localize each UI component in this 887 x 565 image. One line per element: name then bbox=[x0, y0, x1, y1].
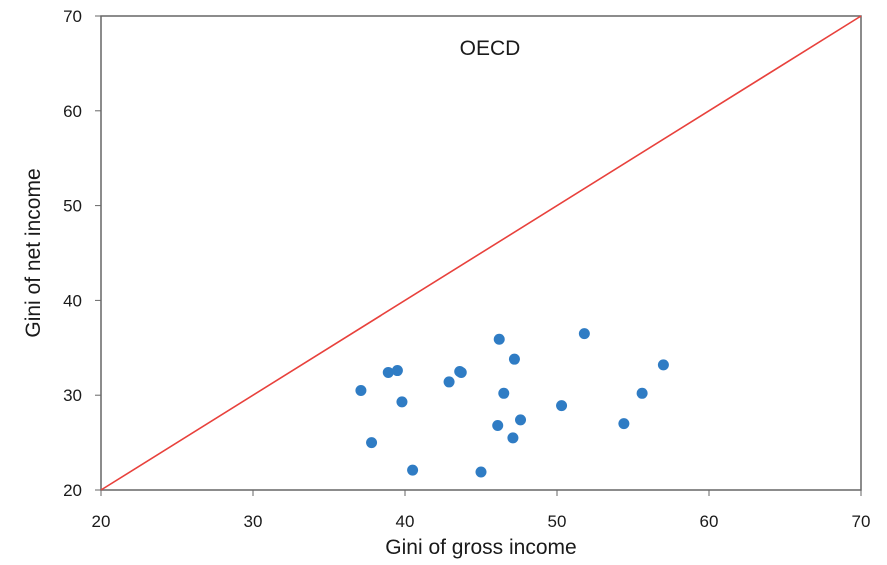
data-point bbox=[391, 365, 403, 377]
x-tick-label: 30 bbox=[244, 512, 263, 531]
data-point bbox=[636, 387, 648, 399]
equality-reference-line bbox=[100, 15, 862, 491]
data-point bbox=[578, 328, 590, 340]
data-point bbox=[657, 359, 669, 371]
data-point bbox=[475, 466, 487, 478]
data-point bbox=[382, 366, 394, 378]
data-point bbox=[396, 396, 408, 408]
data-point bbox=[515, 414, 527, 426]
data-points bbox=[355, 328, 669, 478]
data-point bbox=[498, 387, 510, 399]
y-tick-label: 70 bbox=[63, 7, 82, 26]
x-tick-label: 60 bbox=[700, 512, 719, 531]
chart-annotation: OECD bbox=[460, 37, 521, 60]
data-point bbox=[492, 420, 504, 432]
y-tick-label: 50 bbox=[63, 197, 82, 216]
data-point bbox=[508, 353, 520, 365]
data-point bbox=[443, 376, 455, 388]
x-tick-label: 70 bbox=[852, 512, 871, 531]
data-point bbox=[507, 432, 519, 444]
data-point bbox=[355, 384, 367, 396]
data-point bbox=[556, 400, 568, 412]
y-tick-label: 40 bbox=[63, 291, 82, 310]
x-tick-label: 20 bbox=[92, 512, 111, 531]
data-point bbox=[407, 464, 419, 476]
data-point bbox=[366, 437, 378, 449]
y-tick-label: 30 bbox=[63, 386, 82, 405]
axis-ticks: 20 30 40 50 60 70 20 30 40 50 60 70 bbox=[63, 7, 870, 531]
plot-area-frame bbox=[100, 15, 862, 491]
y-axis-title: Gini of net income bbox=[22, 168, 45, 337]
data-point bbox=[493, 333, 505, 345]
data-point bbox=[618, 418, 630, 430]
y-tick-label: 60 bbox=[63, 102, 82, 121]
x-axis-title: Gini of gross income bbox=[385, 536, 576, 559]
data-point bbox=[455, 366, 467, 378]
y-tick-label: 20 bbox=[63, 481, 82, 500]
x-tick-label: 40 bbox=[396, 512, 415, 531]
x-tick-label: 50 bbox=[548, 512, 567, 531]
